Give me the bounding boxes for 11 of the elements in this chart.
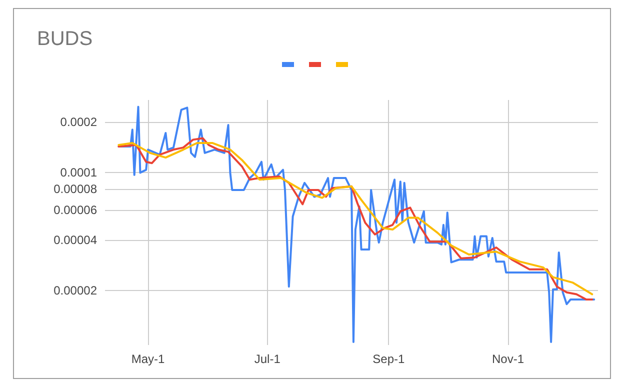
y-tick-label: 0.00002 xyxy=(54,284,98,298)
chart-title: BUDS xyxy=(37,28,93,50)
y-tick-label: 0.00008 xyxy=(54,182,98,196)
x-tick-label: May-1 xyxy=(131,352,166,366)
y-tick-label: 0.0001 xyxy=(60,166,98,180)
x-tick-label: Sep-1 xyxy=(372,352,406,366)
y-tick-label: 0.0002 xyxy=(60,114,98,129)
y-tick-label: 0.00006 xyxy=(54,203,98,218)
x-tick-label: Nov-1 xyxy=(492,352,524,366)
x-tick-label: Jul-1 xyxy=(254,352,281,366)
y-tick-label: 0.00004 xyxy=(54,232,98,247)
